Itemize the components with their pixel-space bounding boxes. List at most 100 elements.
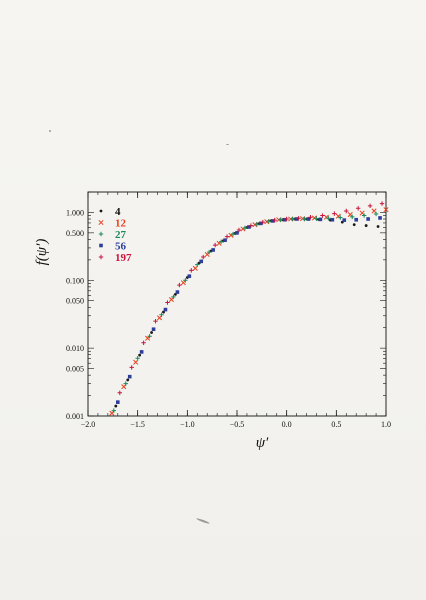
data-point xyxy=(235,231,239,235)
data-point xyxy=(379,201,385,206)
data-point xyxy=(373,211,379,217)
data-point xyxy=(135,356,140,361)
data-point xyxy=(151,327,156,332)
data-point xyxy=(302,216,307,222)
data-point xyxy=(114,404,118,408)
x-tick-label: −2.0 xyxy=(81,420,96,429)
y-tick-label: 0.001 xyxy=(66,412,84,421)
data-point xyxy=(138,353,142,357)
data-point xyxy=(326,216,331,221)
data-point xyxy=(376,225,380,228)
data-point xyxy=(109,410,115,416)
data-point xyxy=(168,297,174,303)
data-point xyxy=(367,203,373,209)
data-point xyxy=(175,290,180,294)
legend-label: 197 xyxy=(115,252,132,264)
legend-label: 56 xyxy=(115,241,127,253)
data-point xyxy=(224,234,230,239)
data-point xyxy=(342,218,347,222)
data-point xyxy=(247,225,251,229)
data-point xyxy=(156,315,163,321)
data-point xyxy=(359,210,365,216)
data-point xyxy=(111,408,117,413)
data-point xyxy=(129,365,134,370)
y-tick-label: 1.000 xyxy=(66,208,84,217)
data-point xyxy=(330,217,335,222)
data-point xyxy=(242,225,248,231)
y-tick-label: 0.005 xyxy=(66,365,84,374)
data-point xyxy=(98,254,104,260)
data-point xyxy=(354,217,358,222)
data-point xyxy=(355,206,361,211)
legend-label: 12 xyxy=(115,218,127,230)
data-point xyxy=(147,333,152,339)
data-point xyxy=(177,282,182,288)
plot-frame-group xyxy=(87,191,387,417)
data-point xyxy=(371,208,377,214)
data-point xyxy=(344,208,349,214)
legend-label: 4 xyxy=(115,206,121,218)
data-point xyxy=(126,378,130,382)
data-point xyxy=(139,350,144,354)
data-point xyxy=(320,213,325,218)
data-point xyxy=(123,381,128,386)
data-point xyxy=(352,223,356,227)
data-point xyxy=(195,262,200,267)
scan-speck xyxy=(49,130,51,132)
data-point xyxy=(141,340,146,345)
legend-label: 27 xyxy=(115,229,127,241)
data-point xyxy=(165,300,170,305)
data-point xyxy=(192,265,198,271)
y-axis-label: f(ψ′) xyxy=(34,239,50,266)
data-point xyxy=(318,217,323,222)
data-point xyxy=(99,243,103,248)
data-point xyxy=(117,390,122,395)
data-point xyxy=(364,224,368,227)
data-point xyxy=(133,359,139,365)
data-point xyxy=(290,216,295,222)
data-point xyxy=(266,219,271,224)
x-tick-label: −1.0 xyxy=(180,420,195,429)
data-point xyxy=(294,217,299,221)
tick-group: −2.0 −1.5 −1.0 −0.5 0.0 0.5 1.0 1.000 0.500 0.100… xyxy=(66,191,391,429)
data-point xyxy=(183,278,188,283)
data-point xyxy=(278,217,283,222)
data-point xyxy=(236,227,242,233)
data-point xyxy=(153,318,158,324)
data-point xyxy=(383,207,389,213)
data-point xyxy=(150,331,153,334)
data-point xyxy=(98,219,104,226)
data-point xyxy=(159,312,164,317)
x-tick-label: −1.5 xyxy=(130,420,145,429)
data-point xyxy=(260,219,266,225)
data-point xyxy=(259,221,263,226)
scan-speck xyxy=(226,144,229,145)
data-point xyxy=(350,214,355,220)
data-point xyxy=(306,217,311,221)
x-tick-label: 1.0 xyxy=(381,420,391,429)
x-axis-label: ψ′ xyxy=(256,435,269,451)
plot-frame xyxy=(87,191,387,417)
data-point xyxy=(223,238,227,242)
data-point xyxy=(272,217,277,223)
data-point xyxy=(347,212,353,218)
data-point xyxy=(211,248,215,252)
data-point xyxy=(296,216,301,221)
data-point xyxy=(282,217,287,222)
data-point xyxy=(230,231,236,237)
data-point xyxy=(218,239,224,244)
data-point xyxy=(187,274,192,278)
points-group xyxy=(109,201,389,416)
y-tick-label: 0.050 xyxy=(66,297,84,306)
data-point xyxy=(206,249,212,255)
data-point xyxy=(99,209,103,213)
data-point xyxy=(212,242,218,248)
data-point xyxy=(248,223,254,228)
data-point xyxy=(204,251,210,258)
data-point xyxy=(145,335,151,341)
data-point xyxy=(366,217,370,221)
data-point xyxy=(338,215,343,220)
